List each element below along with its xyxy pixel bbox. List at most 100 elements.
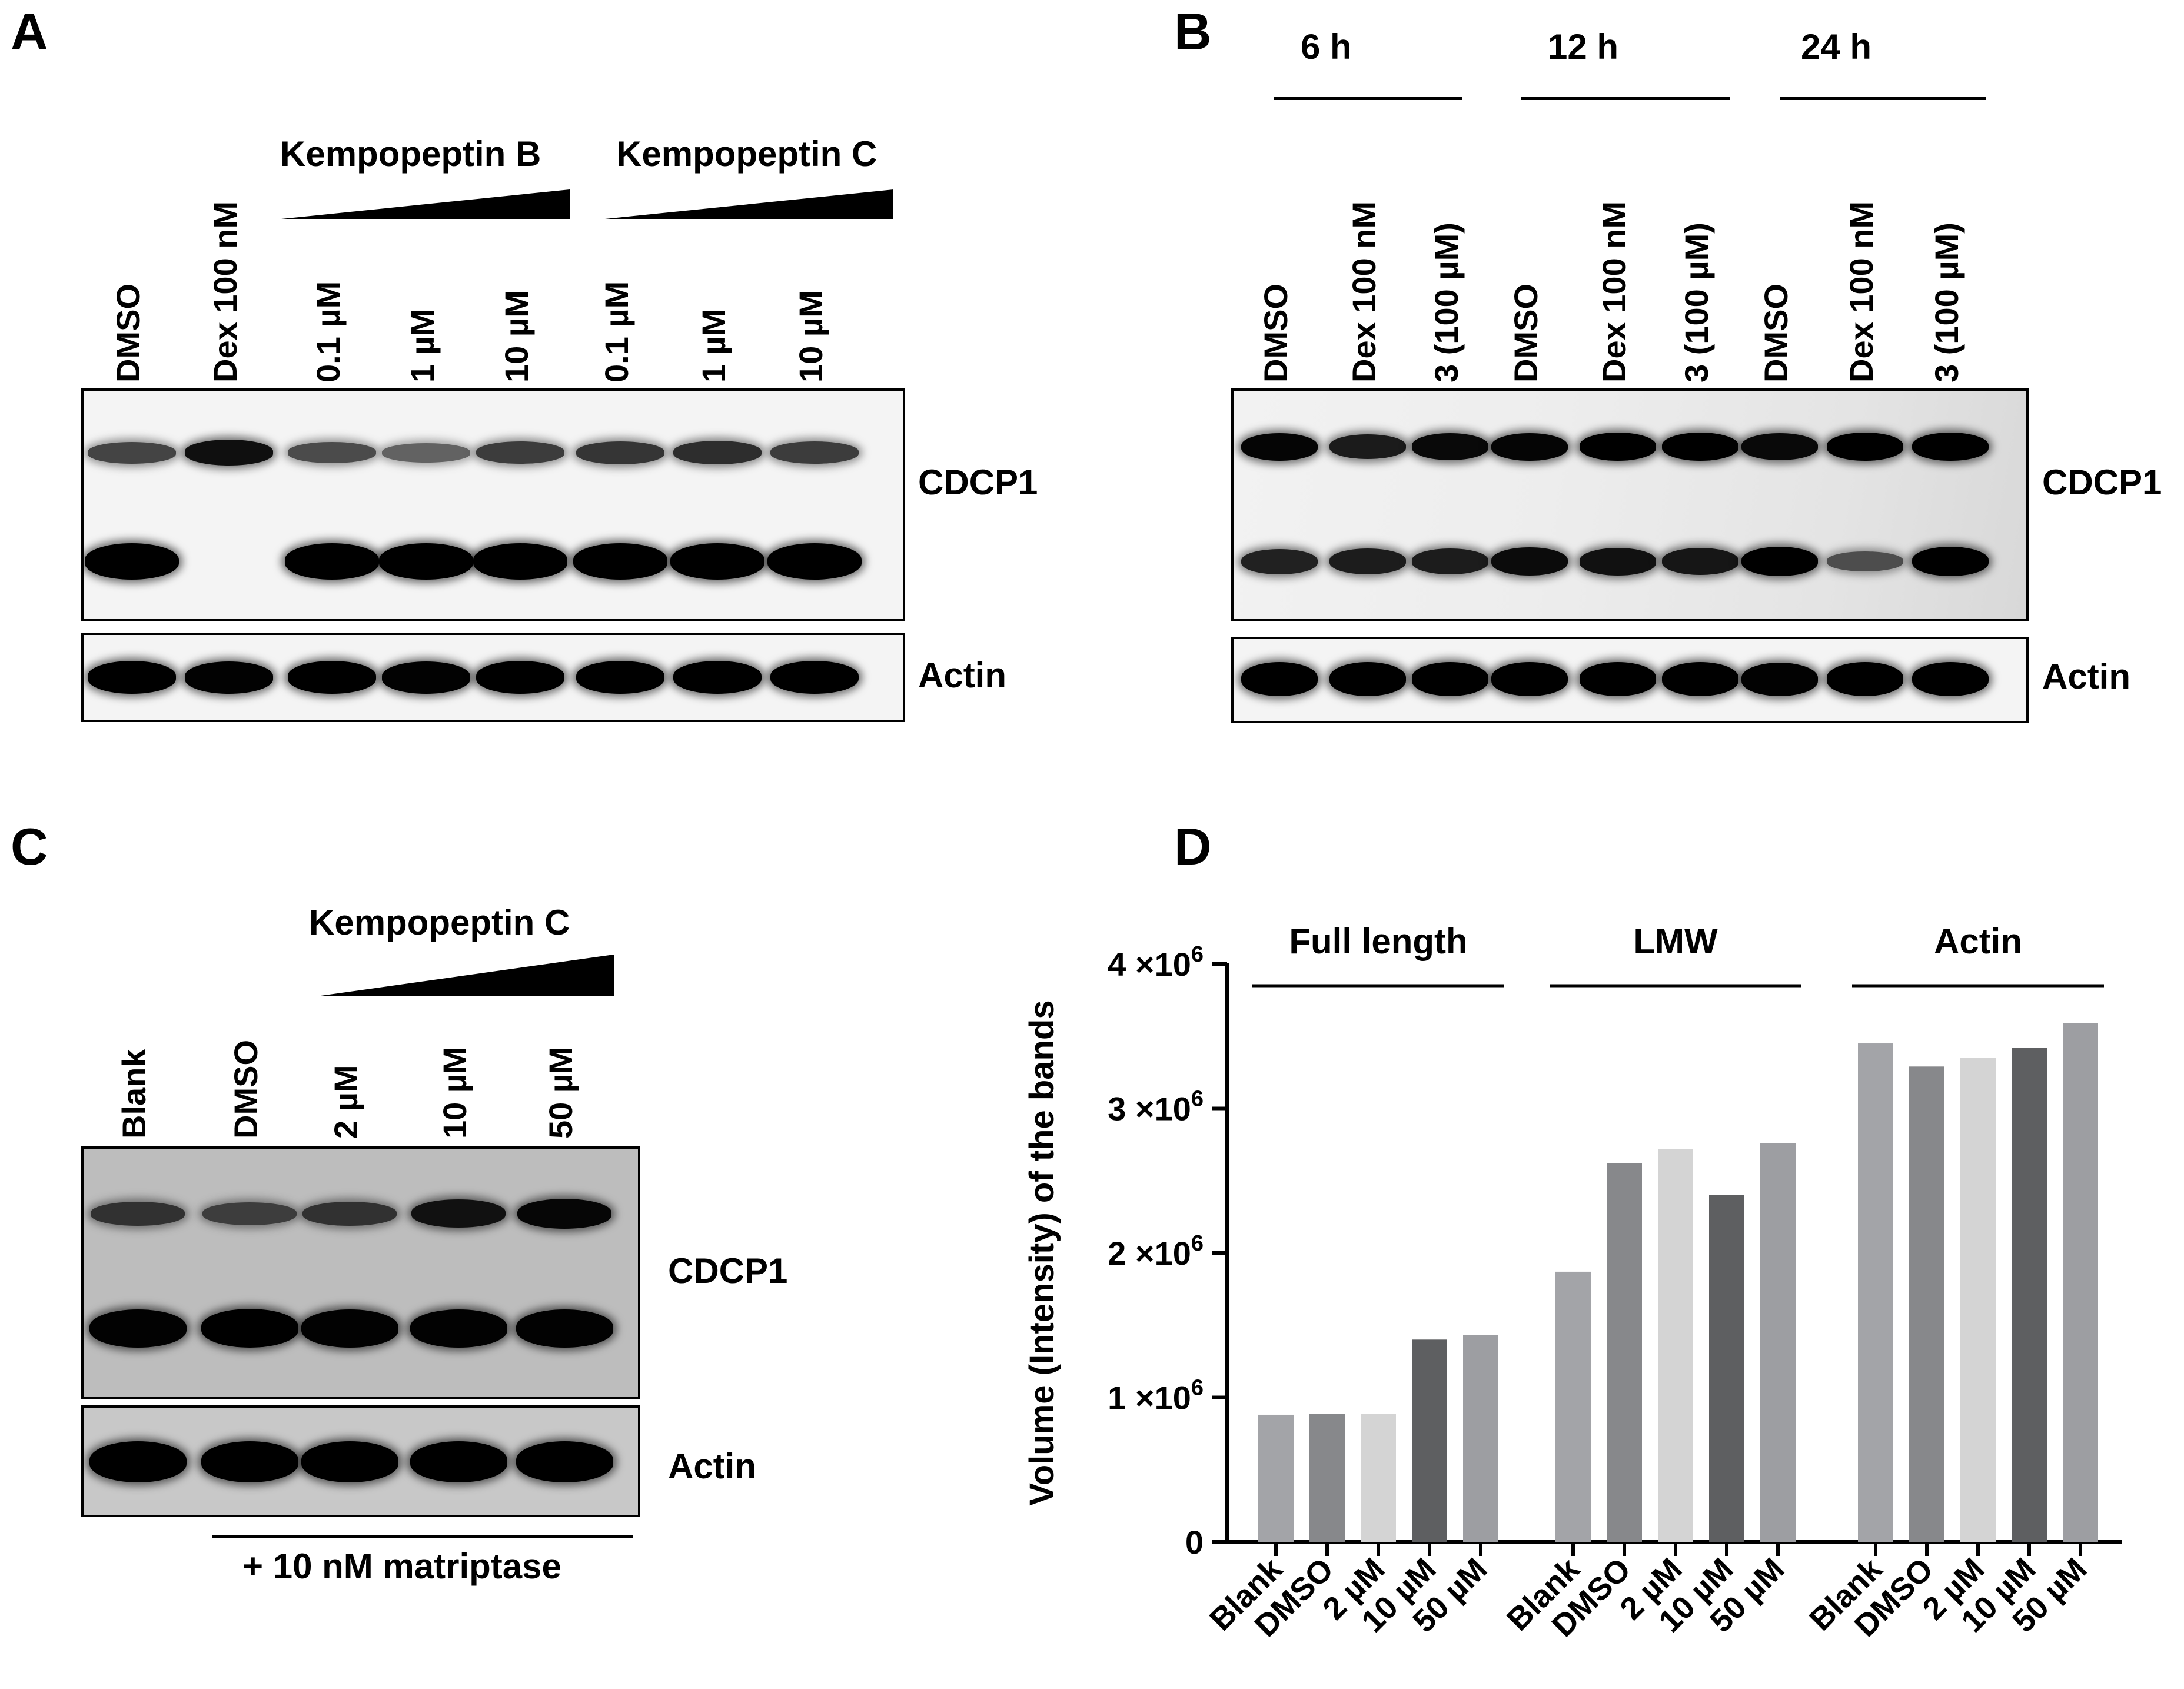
y-tick-label: 3 ×106 — [1108, 1087, 1204, 1128]
bar-actin — [2063, 1023, 2098, 1542]
time-12h-header: 12 h — [1548, 27, 1619, 67]
bar-full-length — [1309, 1414, 1345, 1542]
time-24h-header: 24 h — [1801, 27, 1872, 67]
panelb-lane-label: DMSO — [1757, 284, 1794, 383]
panel-b-letter: B — [1174, 2, 1212, 61]
panela-actin-intensity — [88, 661, 176, 694]
panel-c-letter: C — [11, 817, 48, 876]
kempopeptin-b-header: Kempopeptin B — [280, 134, 541, 174]
panelc-lower-band-intensity — [301, 1309, 398, 1348]
panelb-upper-band-intensity — [1241, 433, 1318, 461]
panelb-actin-intensity — [1662, 662, 1738, 696]
panelc-actin-intensity — [89, 1441, 187, 1482]
y-tick-label: 2 ×106 — [1108, 1231, 1204, 1272]
panela-actin-intensity — [476, 661, 564, 694]
panelb-upper-band-intensity — [1491, 433, 1568, 461]
panela-upper-band-intensity — [185, 440, 273, 466]
kempopeptin-c-header: Kempopeptin C — [616, 134, 877, 174]
bar-full-length — [1361, 1414, 1396, 1542]
panelc-lane-label: 2 µM — [327, 1065, 364, 1139]
panela-lane-label: 1 µM — [404, 308, 441, 383]
panela-upper-band-intensity — [576, 441, 664, 464]
panela-upper-band-intensity — [770, 441, 859, 464]
panelb-lower-band-intensity — [1662, 548, 1738, 575]
panela-actin-intensity — [382, 661, 470, 694]
panelc-lane-label: 50 µM — [542, 1046, 579, 1139]
panela-upper-band-intensity — [673, 441, 762, 464]
panelb-lane-label: Dex 100 nM — [1595, 201, 1633, 383]
group-label: Actin — [1934, 922, 2022, 961]
panelc-actin-intensity — [410, 1441, 507, 1482]
panelb-actin-intensity — [1412, 662, 1488, 696]
y-axis-label: Volume (Intensity) of the bands — [1023, 1000, 1061, 1505]
panelb-actin-intensity — [1241, 662, 1318, 696]
panela-lane-label: 1 µM — [695, 308, 732, 383]
panela-upper-band-intensity — [88, 441, 176, 464]
panela-lane-label: Dex 100 nM — [207, 201, 244, 383]
panela-lower-band-intensity — [85, 543, 179, 580]
panelb-upper-band-intensity — [1912, 433, 1989, 461]
panelb-upper-band-intensity — [1662, 433, 1738, 461]
panelc-lower-band-intensity — [89, 1309, 187, 1348]
panelb-lane-label: 3 (100 µM) — [1928, 222, 1965, 383]
panelb-lower-band-intensity — [1741, 547, 1818, 576]
matriptase-footer: + 10 nM matriptase — [242, 1547, 561, 1586]
panela-upper-band-intensity — [476, 441, 564, 464]
y-tick-label: 0 — [1185, 1524, 1204, 1561]
bar-lmw — [1760, 1143, 1796, 1542]
panelb-actin-intensity — [1827, 662, 1903, 696]
panela-lower-band-intensity — [670, 543, 764, 580]
bar-full-length — [1412, 1339, 1447, 1542]
panel-b-cdcp1-blot — [1231, 388, 2029, 621]
bar-lmw — [1555, 1271, 1591, 1542]
panelb-lane-label: DMSO — [1257, 284, 1294, 383]
panel-b-actin-blot — [1231, 637, 2029, 723]
bar-lmw — [1607, 1163, 1642, 1542]
panelc-lane-label: Blank — [115, 1049, 152, 1139]
panelb-lower-band-intensity — [1491, 547, 1568, 576]
panelb-lane-label: 3 (100 µM) — [1678, 222, 1715, 383]
bar-lmw — [1709, 1195, 1744, 1542]
panelc-lane-label: DMSO — [227, 1040, 264, 1139]
group-label: Full length — [1289, 922, 1467, 961]
panela-upper-band-intensity — [288, 442, 376, 463]
time-24h-bracket — [1780, 97, 1986, 100]
panel-a-letter: A — [11, 2, 48, 61]
panela-actin-intensity — [288, 661, 376, 694]
panelb-lane-label: Dex 100 nM — [1843, 201, 1880, 383]
panela-actin-intensity — [185, 661, 273, 694]
panelb-lane-label: 3 (100 µM) — [1428, 222, 1465, 383]
panel-c-cdcp1-blot — [81, 1146, 640, 1399]
panel-a-cdcp1-label: CDCP1 — [918, 463, 1038, 502]
panel-c-gradient-wedge — [321, 955, 614, 996]
bar-actin — [2012, 1048, 2047, 1542]
panelc-upper-band-intensity — [302, 1201, 397, 1226]
panel-a-cdcp1-blot — [81, 388, 905, 621]
kempopeptin-b-gradient-wedge — [281, 189, 570, 219]
panelc-upper-band-intensity — [202, 1202, 297, 1225]
panelb-lane-label: Dex 100 nM — [1345, 201, 1382, 383]
bar-full-length — [1258, 1414, 1294, 1542]
panelc-upper-band-intensity — [517, 1198, 611, 1229]
panel-b-cdcp1-label: CDCP1 — [2042, 463, 2162, 502]
y-tick-label: 1 ×106 — [1108, 1376, 1204, 1417]
panela-lane-label: 0.1 µM — [310, 281, 347, 383]
panelb-lower-band-intensity — [1329, 548, 1406, 574]
panela-lower-band-intensity — [767, 543, 862, 580]
panelb-upper-band-intensity — [1741, 433, 1818, 460]
bar-actin — [1909, 1066, 1944, 1542]
panelc-upper-band-intensity — [411, 1199, 506, 1228]
panela-upper-band-intensity — [382, 443, 470, 463]
panelb-actin-intensity — [1912, 662, 1989, 696]
panel-b-actin-label: Actin — [2042, 657, 2130, 696]
panel-c-kempopeptin-header: Kempopeptin C — [309, 903, 570, 942]
time-6h-bracket — [1274, 97, 1462, 100]
group-label: LMW — [1633, 922, 1718, 961]
panelb-actin-intensity — [1741, 662, 1818, 696]
bar-lmw — [1658, 1149, 1693, 1542]
bar-full-length — [1463, 1335, 1498, 1542]
panelc-lane-label: 10 µM — [436, 1046, 473, 1139]
panelc-actin-intensity — [301, 1441, 398, 1482]
panelb-upper-band-intensity — [1329, 434, 1406, 459]
panela-actin-intensity — [576, 661, 664, 694]
